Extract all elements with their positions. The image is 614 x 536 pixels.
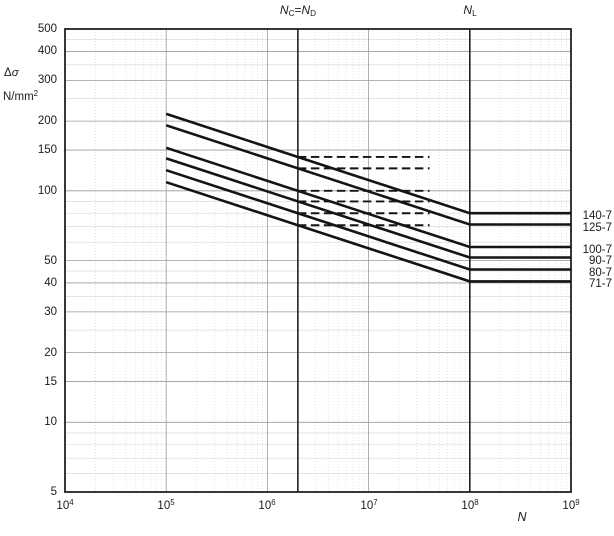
y-tick-10: 10	[44, 416, 57, 428]
x-tick-1000000000: 109	[562, 498, 580, 512]
y-tick-30: 30	[44, 306, 57, 318]
plot-frame	[64, 28, 572, 493]
reference-label-1: NL	[463, 3, 477, 18]
series-label-90-7: 90-7	[588, 255, 612, 267]
y-tick-5: 5	[50, 486, 57, 498]
series-label-100-7: 100-7	[582, 244, 612, 256]
series-label-71-7: 71-7	[588, 278, 612, 290]
x-tick-10000: 104	[56, 498, 74, 512]
sn-curve-140-7	[165, 112, 571, 215]
x-axis-title: N	[517, 510, 527, 524]
y-tick-100: 100	[37, 185, 57, 197]
y-tick-50: 50	[44, 255, 57, 267]
reference-label-0: NC=ND	[279, 3, 317, 18]
sn-curve-71-7	[165, 180, 571, 283]
x-tick-10000000: 107	[360, 498, 378, 512]
series-label-125-7: 125-7	[582, 222, 612, 234]
y-tick-300: 300	[37, 74, 57, 86]
series-label-140-7: 140-7	[582, 210, 612, 222]
y-tick-400: 400	[37, 45, 57, 57]
y-tick-15: 15	[44, 376, 57, 388]
y-tick-200: 200	[37, 115, 57, 127]
y-tick-20: 20	[44, 347, 57, 359]
sn-curve-80-7	[165, 168, 571, 271]
y-tick-150: 150	[37, 144, 57, 156]
y-axis-unit: N/mm2	[3, 89, 39, 103]
series-label-80-7: 80-7	[588, 267, 612, 279]
y-axis-title: Δσ	[4, 67, 19, 79]
sn-curve-90-7	[165, 157, 571, 259]
y-tick-500: 500	[37, 23, 57, 35]
x-tick-1000000: 106	[258, 498, 276, 512]
x-tick-100000000: 108	[461, 498, 479, 512]
x-tick-100000: 105	[157, 498, 175, 512]
y-tick-40: 40	[44, 277, 57, 289]
sn-curve-100-7	[165, 146, 571, 249]
sn-curve-125-7	[165, 124, 571, 226]
